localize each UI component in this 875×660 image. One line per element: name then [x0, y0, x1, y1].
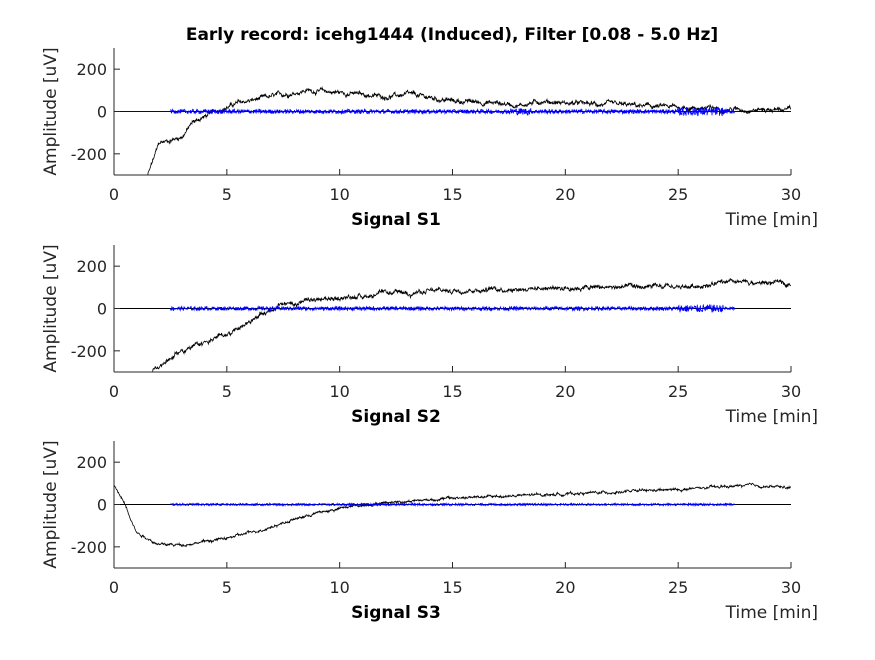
x-tick-label: 25	[668, 185, 688, 204]
y-tick-label: -200	[71, 145, 107, 164]
series-filtered-line	[170, 106, 735, 117]
x-tick-label: 5	[222, 578, 232, 597]
series-raw-line	[147, 85, 791, 175]
subplot-1: 0 5 10 15 20 25 30 200 0 -200 Amplitude [uV] Signal…	[41, 47, 818, 230]
y-tick-label: 200	[76, 257, 107, 276]
x-tick-label: 30	[781, 382, 801, 401]
y-tick-label: 0	[97, 496, 107, 515]
x-axis-label: Signal S3	[351, 603, 441, 623]
series-raw-line	[114, 482, 791, 548]
y-axis-label: Amplitude [uV]	[41, 47, 61, 175]
x-tick-label: 15	[442, 578, 462, 597]
x-tick-label: 30	[781, 185, 801, 204]
subplot-2: 0 5 10 15 20 25 30 200 0 -200 Amplitude [uV] Signal…	[41, 244, 818, 427]
x-unit-label: Time [min]	[725, 603, 818, 623]
series-filtered-line	[170, 303, 735, 313]
series-raw-line	[152, 277, 791, 372]
y-axis-label: Amplitude [uV]	[41, 244, 61, 372]
x-tick-label: 0	[109, 185, 119, 204]
x-unit-label: Time [min]	[725, 407, 818, 427]
y-axis-label: Amplitude [uV]	[41, 440, 61, 568]
y-tick-label: 0	[97, 300, 107, 319]
x-tick-label: 30	[781, 578, 801, 597]
y-tick-label: -200	[71, 342, 107, 361]
x-tick-label: 20	[555, 382, 575, 401]
x-tick-label: 5	[222, 382, 232, 401]
y-tick-label: -200	[71, 538, 107, 557]
x-tick-label: 10	[329, 578, 349, 597]
y-tick-label: 200	[76, 453, 107, 472]
y-tick-label: 200	[76, 60, 107, 79]
x-tick-label: 20	[555, 578, 575, 597]
x-axis-label: Signal S2	[351, 407, 441, 427]
x-unit-label: Time [min]	[725, 210, 818, 230]
x-tick-label: 20	[555, 185, 575, 204]
x-tick-label: 10	[329, 185, 349, 204]
x-tick-label: 0	[109, 382, 119, 401]
chart-title: Early record: icehg1444 (Induced), Filte…	[186, 25, 718, 45]
y-tick-label: 0	[97, 103, 107, 122]
x-tick-label: 0	[109, 578, 119, 597]
x-tick-label: 10	[329, 382, 349, 401]
subplot-3: 0 5 10 15 20 25 30 200 0 -200 Amplitude [uV] Signal…	[41, 440, 818, 623]
x-axis-label: Signal S1	[351, 210, 441, 230]
x-tick-label: 5	[222, 185, 232, 204]
x-tick-label: 25	[668, 382, 688, 401]
x-tick-label: 15	[442, 382, 462, 401]
series-filtered-line	[170, 501, 735, 508]
x-tick-label: 15	[442, 185, 462, 204]
x-tick-label: 25	[668, 578, 688, 597]
